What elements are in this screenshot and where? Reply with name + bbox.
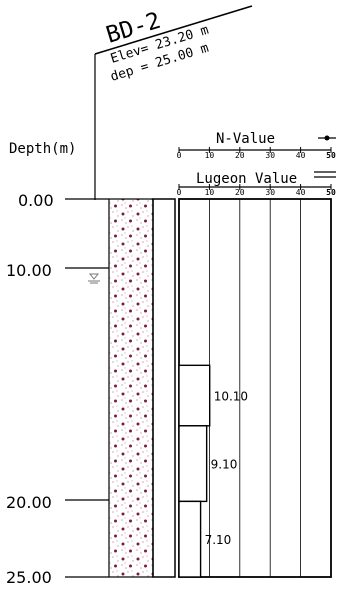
lugeon-bar-2 <box>178 500 202 578</box>
lugeon-bar-0 <box>178 364 211 427</box>
lugeon-scale-tick-label-20: 20 <box>235 188 245 197</box>
n-value-title: N-Value <box>216 131 275 147</box>
lugeon-scale-tick-label-40: 40 <box>296 188 306 197</box>
groundwater-icon <box>88 273 100 284</box>
n-value-scale-tick-label-50: 50 <box>326 151 336 160</box>
lugeon-value-label-0: 10.10 <box>214 390 248 404</box>
soil-column-sand <box>108 198 154 578</box>
n-value-scale-tick-label-0: 0 <box>177 151 182 160</box>
n-value-scale-tick-label-40: 40 <box>296 151 306 160</box>
lugeon-scale-tick-label-30: 30 <box>265 188 275 197</box>
lugeon-value-label-1: 9.10 <box>211 458 238 472</box>
core-recovery-column <box>152 198 176 578</box>
lugeon-scale-tick-label-10: 10 <box>205 188 215 197</box>
lugeon-bar-1 <box>178 425 208 503</box>
depth-label-10: 10.00 <box>6 261 52 280</box>
n-value-scale-tick-label-20: 20 <box>235 151 245 160</box>
lugeon-scale-tick-label-0: 0 <box>177 188 182 197</box>
depth-label-0: 0.00 <box>18 191 54 210</box>
lugeon-value-label-2: 7.10 <box>205 533 232 547</box>
n-value-scale-tick-label-30: 30 <box>265 151 275 160</box>
depth-axis-title: Depth(m) <box>9 141 76 157</box>
lugeon-title: Lugeon Value <box>196 171 297 187</box>
n-value-legend-marker <box>324 135 330 141</box>
header-diagonal-line <box>94 5 253 55</box>
n-value-scale-tick-label-10: 10 <box>205 151 215 160</box>
depth-label-20: 20.00 <box>6 493 52 512</box>
depth-label-25: 25.00 <box>6 568 52 587</box>
lugeon-scale-tick-label-50: 50 <box>326 188 336 197</box>
